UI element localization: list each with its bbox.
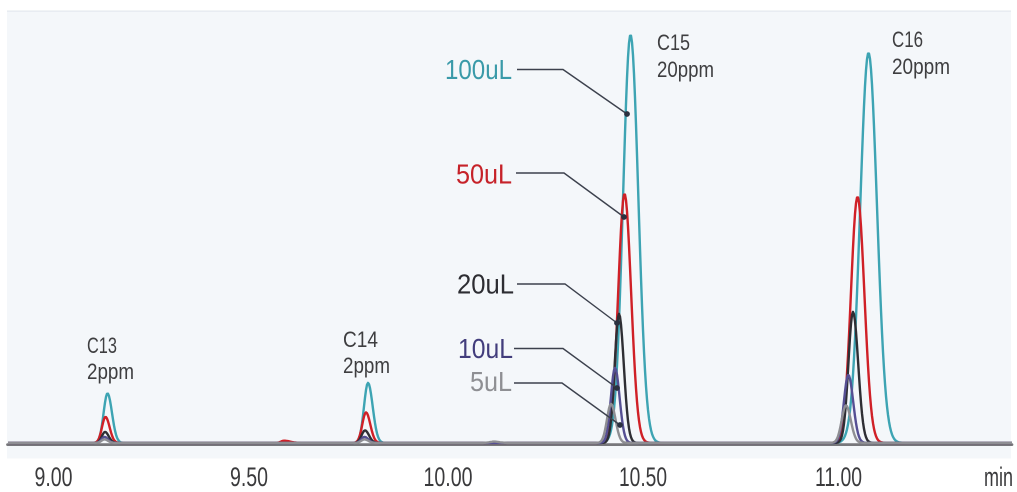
svg-text:C15: C15	[657, 30, 690, 55]
svg-text:2ppm: 2ppm	[87, 359, 134, 384]
svg-text:10.00: 10.00	[424, 462, 473, 492]
svg-text:20ppm: 20ppm	[657, 57, 714, 82]
svg-text:5uL: 5uL	[470, 366, 512, 397]
svg-text:50uL: 50uL	[456, 159, 512, 190]
svg-text:9.00: 9.00	[35, 462, 73, 492]
svg-text:20uL: 20uL	[457, 269, 514, 300]
svg-text:C13: C13	[87, 333, 117, 358]
svg-text:20ppm: 20ppm	[892, 54, 950, 79]
svg-text:C14: C14	[343, 327, 378, 352]
svg-text:100uL: 100uL	[445, 54, 512, 85]
svg-text:min: min	[984, 462, 1013, 492]
svg-text:C16: C16	[892, 27, 923, 52]
svg-text:10uL: 10uL	[458, 333, 513, 364]
svg-text:10.50: 10.50	[619, 462, 667, 492]
svg-text:11.00: 11.00	[815, 462, 862, 492]
svg-text:9.50: 9.50	[230, 462, 268, 492]
svg-text:2ppm: 2ppm	[343, 353, 390, 378]
